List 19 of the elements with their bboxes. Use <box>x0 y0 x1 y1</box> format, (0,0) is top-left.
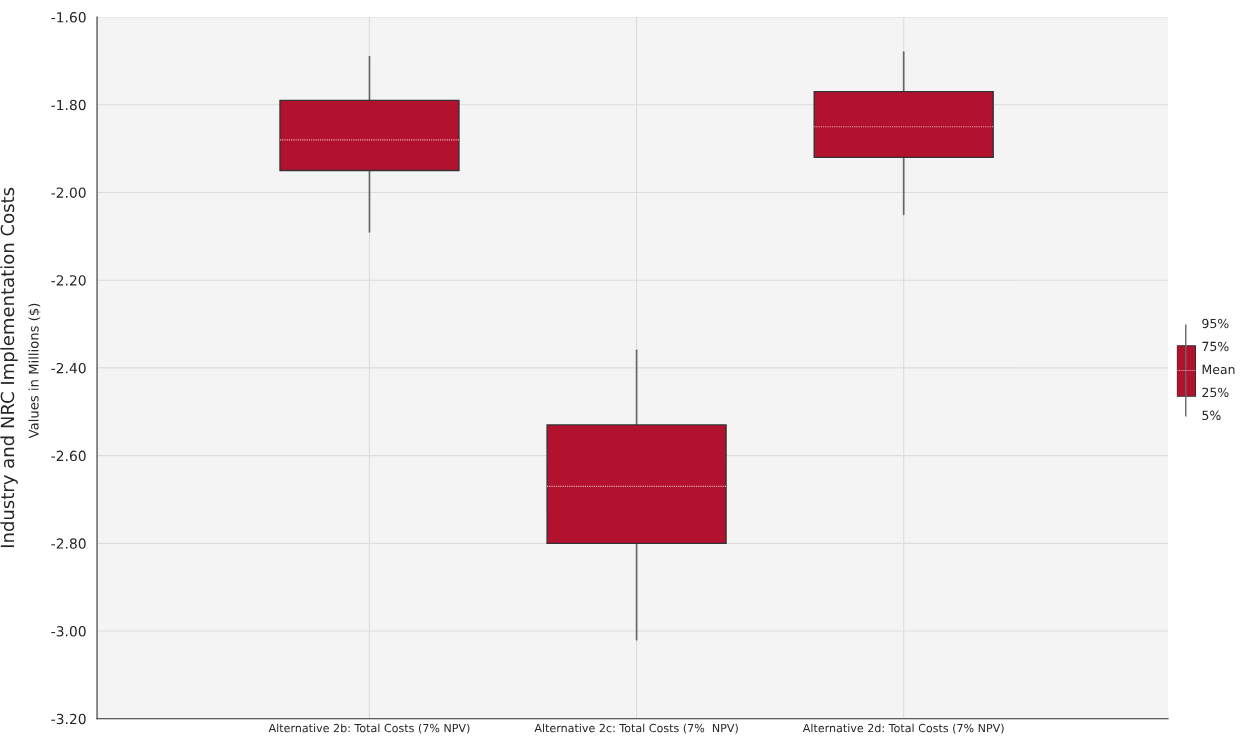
text: 5% <box>1202 410 1221 421</box>
y-tick-label: -1.80 <box>51 99 86 111</box>
text: Values in Millions ($) <box>28 303 41 439</box>
text: Mean <box>1202 364 1235 375</box>
y-axis-title: Industry and NRC Implementation Costs <box>0 187 18 548</box>
y-tick-label: -2.80 <box>51 538 86 549</box>
x-tick-label: Alternative 2b: Total Costs (7% NPV) <box>268 723 470 734</box>
text: 75% <box>1202 341 1229 352</box>
x-tick-label: Alternative 2c: Total Costs (7% NPV) <box>534 723 738 734</box>
y-tick-label: -1.60 <box>51 12 86 23</box>
text: 95% <box>1202 318 1229 329</box>
y-tick-label: -2.40 <box>51 362 86 374</box>
y-tick-label: -3.00 <box>51 626 86 637</box>
x-tick-label: Alternative 2d: Total Costs (7% NPV) <box>802 723 1004 734</box>
y-tick-label: -2.20 <box>51 275 86 286</box>
y-tick-label: -2.60 <box>51 450 86 462</box>
y-tick-label: -3.20 <box>51 713 86 725</box>
text: 25% <box>1202 387 1229 398</box>
y-tick-label: -2.00 <box>51 187 86 198</box>
